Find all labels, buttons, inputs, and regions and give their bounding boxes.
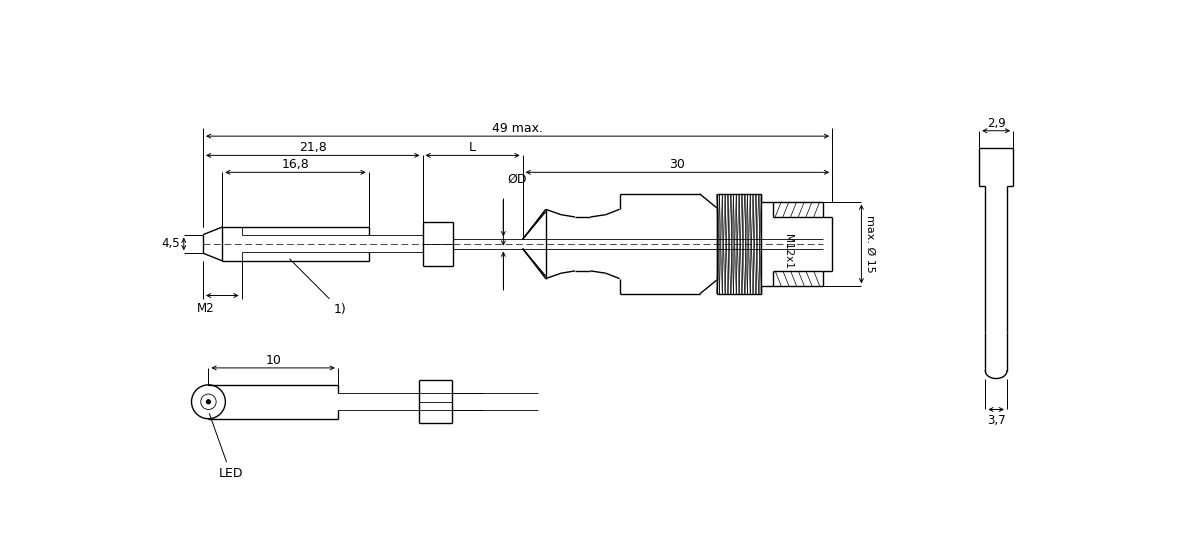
Text: LED: LED bbox=[209, 414, 242, 480]
Circle shape bbox=[206, 400, 210, 404]
Text: M2: M2 bbox=[197, 302, 215, 315]
Text: 3,7: 3,7 bbox=[986, 414, 1006, 427]
Text: 10: 10 bbox=[265, 354, 281, 367]
Text: 30: 30 bbox=[670, 158, 685, 171]
Text: 4,5: 4,5 bbox=[161, 237, 180, 251]
Text: 1): 1) bbox=[289, 259, 347, 316]
Text: ØD: ØD bbox=[508, 173, 527, 186]
Text: M12x1: M12x1 bbox=[784, 234, 793, 269]
Text: max. Ø 15: max. Ø 15 bbox=[865, 215, 876, 273]
Text: 2,9: 2,9 bbox=[986, 116, 1006, 130]
Text: 49 max.: 49 max. bbox=[492, 122, 544, 135]
Text: 16,8: 16,8 bbox=[282, 158, 310, 171]
Text: 21,8: 21,8 bbox=[299, 141, 326, 154]
Text: L: L bbox=[469, 141, 476, 154]
